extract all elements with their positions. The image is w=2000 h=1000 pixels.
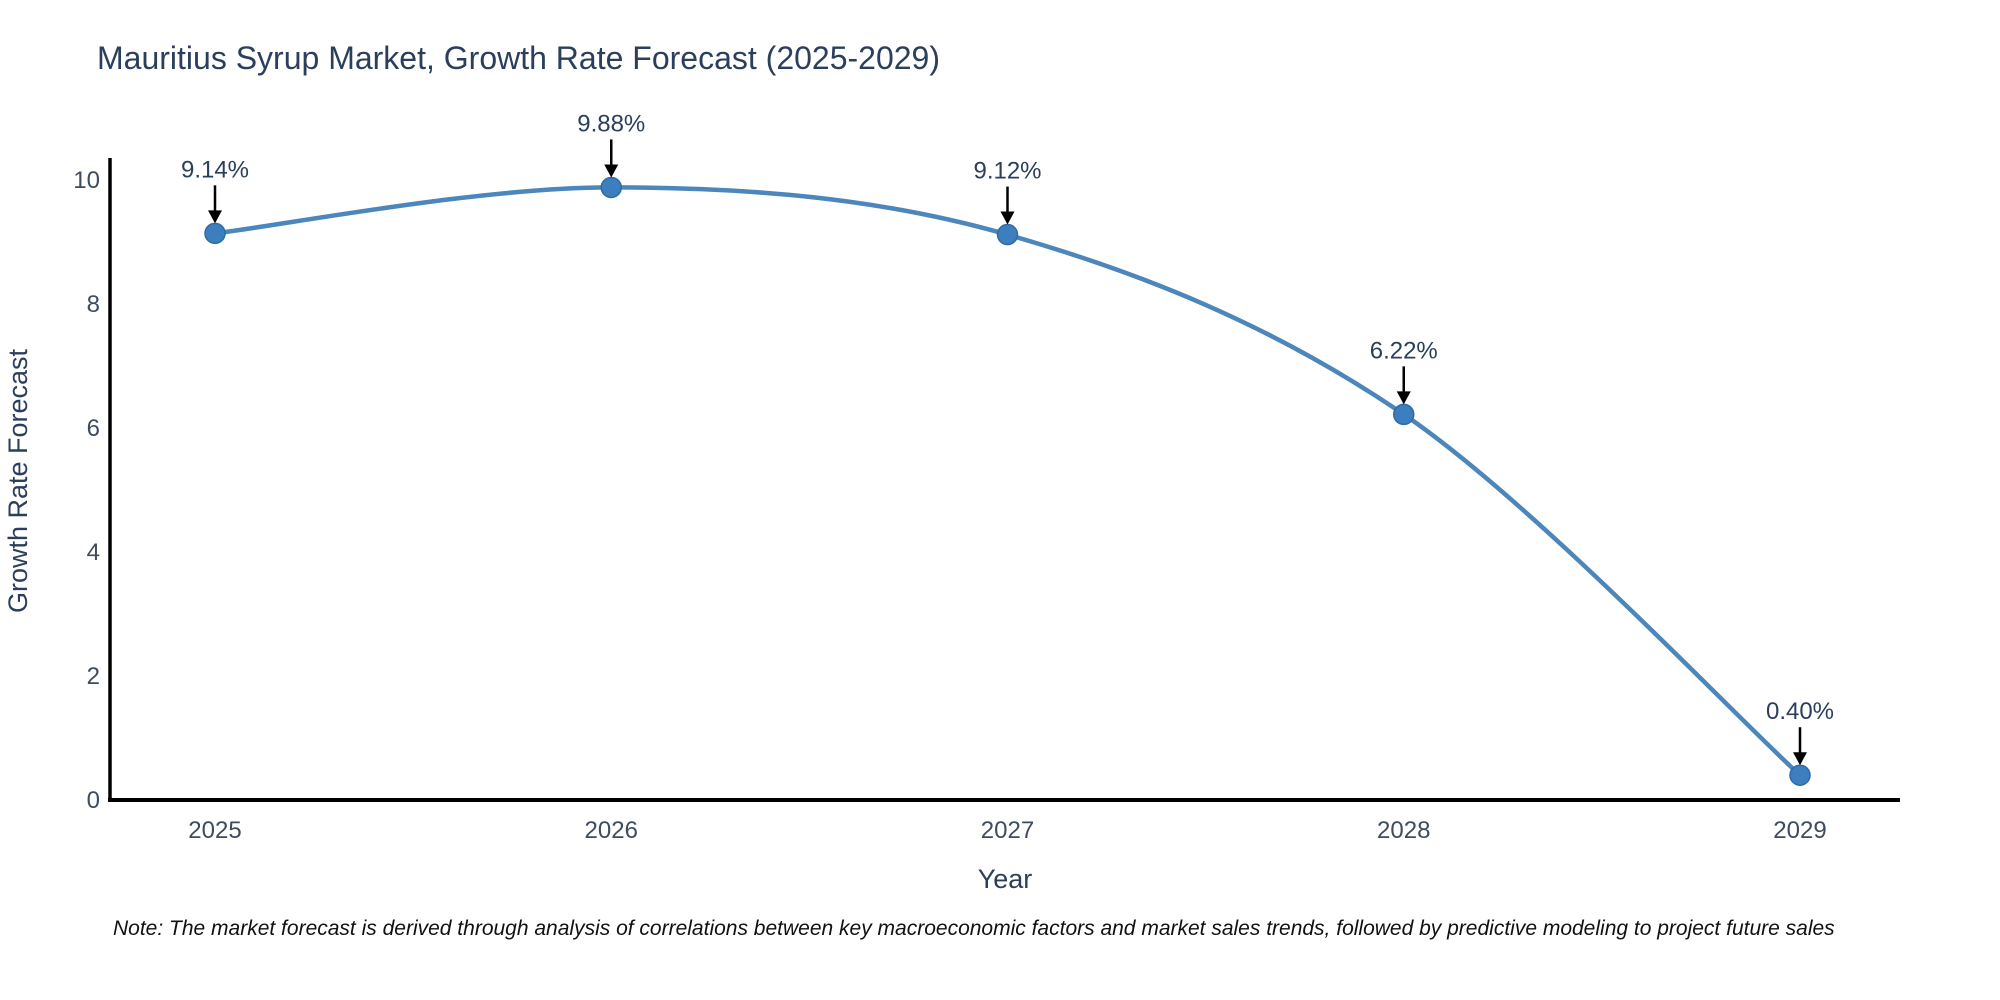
x-tick-label-2026: 2026 — [585, 817, 638, 844]
x-axis-title: Year — [978, 864, 1033, 894]
annotation-arrowhead-2029 — [1793, 752, 1807, 766]
annotation-arrowhead-2027 — [1000, 211, 1015, 225]
series-line — [214, 185, 1802, 777]
chart-title: Mauritius Syrup Market, Growth Rate Fore… — [97, 40, 940, 76]
x-tick-label-2025: 2025 — [188, 817, 241, 844]
annotation-arrowhead-2025 — [208, 210, 222, 224]
annotation-label-2027: 9.12% — [973, 158, 1041, 185]
y-tick-label-2: 2 — [87, 663, 100, 690]
annotation-arrowhead-2028 — [1396, 391, 1411, 405]
x-tick-label-2029: 2029 — [1773, 817, 1826, 844]
y-tick-label-8: 8 — [87, 291, 100, 318]
annotation-label-2025: 9.14% — [181, 156, 249, 183]
data-point-2027 — [996, 223, 1019, 246]
y-tick-label-4: 4 — [87, 539, 100, 566]
data-point-2029 — [1789, 764, 1811, 786]
x-tick-label-2028: 2028 — [1377, 817, 1430, 844]
annotation-arrowhead-2026 — [604, 164, 619, 178]
y-tick-label-6: 6 — [87, 415, 100, 442]
y-tick-label-10: 10 — [73, 167, 100, 194]
data-point-2025 — [204, 222, 226, 245]
annotation-label-2026: 9.88% — [577, 110, 645, 137]
y-axis-title: Growth Rate Forecast — [3, 348, 33, 613]
y-tick-label-0: 0 — [87, 787, 100, 814]
data-point-2028 — [1393, 403, 1415, 426]
x-tick-label-2027: 2027 — [981, 817, 1034, 844]
annotation-label-2029: 0.40% — [1766, 698, 1834, 725]
footnote: Note: The market forecast is derived thr… — [113, 917, 1835, 940]
data-point-2026 — [600, 176, 622, 199]
annotation-label-2028: 6.22% — [1370, 337, 1438, 364]
